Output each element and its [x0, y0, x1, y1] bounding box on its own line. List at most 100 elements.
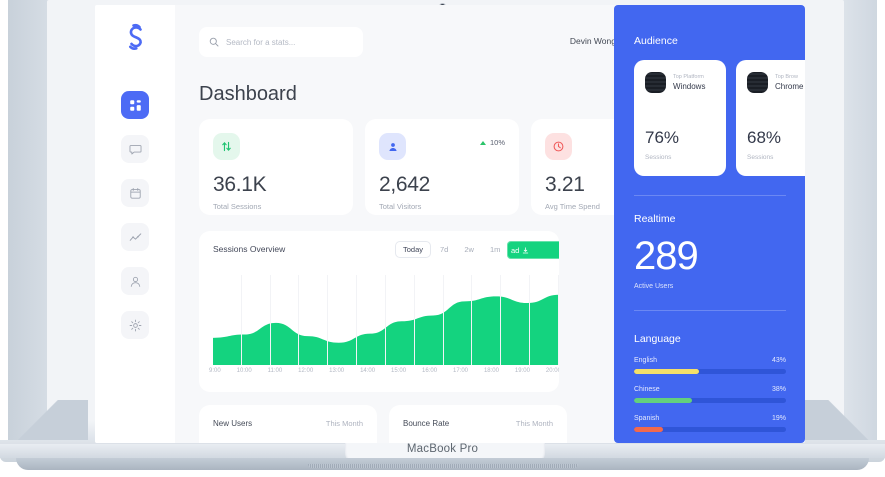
audience-title: Audience [634, 35, 678, 47]
audience-card-platform[interactable]: Top Platform Windows 76% Sessions [634, 60, 726, 176]
language-pct: 19% [771, 415, 786, 422]
x-tick: 14:00 [360, 368, 376, 374]
chat-bubble-icon [129, 144, 141, 154]
laptop-foot [16, 458, 869, 470]
range-tab-today[interactable]: Today [395, 241, 432, 258]
sidebar-nav [95, 91, 175, 355]
clock-icon [545, 133, 572, 160]
search-box[interactable] [199, 27, 363, 57]
audience-card-browser[interactable]: Top Brow Chrome 68% Sessions [736, 60, 805, 176]
audience-card-head: Top Brow Chrome [747, 72, 805, 93]
sidebar-item-settings[interactable] [121, 311, 149, 339]
divider-realtime [634, 310, 786, 311]
stat-value: 2,642 [379, 173, 431, 196]
language-bar [634, 427, 786, 432]
x-tick: 17:00 [452, 368, 468, 374]
search-icon [209, 37, 219, 47]
app-screen: Devin Wong 1 Dashboard 36.1K Total Sessi… [95, 5, 805, 443]
language-title: Language [634, 333, 681, 345]
language-bar [634, 369, 786, 374]
language-pct: 43% [771, 357, 786, 364]
x-tick: 20:00 [545, 368, 559, 374]
audience-sub: Sessions [747, 154, 774, 161]
realtime-value: 289 [634, 234, 699, 278]
user-icon [379, 133, 406, 160]
s-logo-icon [129, 23, 142, 50]
stat-delta-value: 10% [489, 138, 505, 147]
chart-gridlines [213, 275, 559, 365]
sidebar-item-messages[interactable] [121, 135, 149, 163]
user-name: Devin Wong [569, 36, 616, 46]
user-icon [130, 276, 140, 287]
language-row-chinese: Chinese 38% [634, 386, 786, 403]
x-tick: 15:00 [391, 368, 407, 374]
sidebar-item-calendar[interactable] [121, 179, 149, 207]
realtime-title: Realtime [634, 213, 676, 225]
language-list: English 43% Chinese 38% Spanish [634, 357, 786, 443]
divider-audience [634, 195, 786, 196]
calendar-icon [129, 187, 141, 199]
x-tick: 18:00 [483, 368, 499, 374]
stat-delta-visitors: 10% [479, 138, 505, 147]
stat-label: Total Visitors [379, 202, 422, 211]
x-tick: 12:00 [298, 368, 314, 374]
x-tick: 19:00 [514, 368, 530, 374]
stat-card-total-visitors[interactable]: 10% 2,642 Total Visitors [365, 119, 519, 215]
dashboard-grid-icon [129, 99, 141, 111]
audience-value: 68% [747, 128, 782, 147]
trend-up-icon [479, 140, 486, 145]
language-name: Spanish [634, 415, 660, 422]
card-period: This Month [325, 419, 363, 428]
language-row-english: English 43% [634, 357, 786, 374]
audience-card-head: Top Platform Windows [645, 72, 715, 93]
sidebar [95, 5, 175, 443]
area-path [213, 294, 559, 365]
card-title: New Users [213, 419, 253, 428]
language-bar-fill [634, 398, 692, 403]
stat-label: Avg Time Spend [545, 202, 600, 211]
area-series [213, 294, 559, 365]
bottom-cards: New Users This Month Bounce Rate This Mo… [199, 405, 687, 443]
language-bar-fill [634, 369, 700, 374]
card-period: This Month [515, 419, 553, 428]
sidebar-item-analytics[interactable] [121, 223, 149, 251]
app-logo[interactable] [115, 20, 155, 54]
stat-value: 3.21 [545, 173, 585, 196]
audience-sub: Sessions [645, 154, 672, 161]
range-tab-1m[interactable]: 1m [489, 245, 501, 254]
bounce-rate-card[interactable]: Bounce Rate This Month [389, 405, 567, 443]
new-users-card[interactable]: New Users This Month [199, 405, 377, 443]
stat-card-total-sessions[interactable]: 36.1K Total Sessions [199, 119, 353, 215]
language-name: English [634, 357, 657, 364]
chart-header: Sessions Overview [213, 244, 559, 254]
sessions-overview-card: Sessions Overview Today 7d 2w 1m ad [199, 231, 559, 392]
language-row-spanish: Spanish 19% [634, 415, 786, 432]
gear-icon [129, 319, 141, 331]
language-name: Chinese [634, 386, 660, 393]
device-label: MacBook Pro [406, 443, 479, 455]
trending-chart-icon [129, 232, 141, 241]
x-tick: 9:00 [209, 368, 221, 374]
sidebar-item-profile[interactable] [121, 267, 149, 295]
chart-title: Sessions Overview [213, 244, 286, 254]
card-title: Bounce Rate [403, 419, 450, 428]
chart-x-axis: 9:00 10:00 11:00 12:00 13:00 14:00 15:00… [209, 368, 559, 374]
download-icon [523, 246, 529, 253]
x-tick: 16:00 [422, 368, 438, 374]
download-button[interactable]: ad [507, 241, 559, 259]
range-tabs: Today 7d 2w 1m [395, 241, 507, 258]
range-tab-2w[interactable]: 2w [464, 245, 474, 254]
lid-bevel-right [842, 0, 877, 443]
audience-name: Windows [673, 82, 706, 91]
x-tick: 10:00 [236, 368, 252, 374]
sidebar-item-dashboard[interactable] [121, 91, 149, 119]
x-tick: 11:00 [267, 368, 283, 374]
search-input[interactable] [226, 37, 346, 47]
sessions-area-chart [213, 275, 559, 365]
range-tab-7d[interactable]: 7d [440, 245, 449, 254]
language-bar [634, 398, 786, 403]
audience-kicker: Top Brow [775, 74, 798, 80]
audience-cards: Top Platform Windows 76% Sessions Top Br… [634, 60, 805, 176]
lid-bevel-left [8, 0, 50, 443]
audience-value: 76% [645, 128, 680, 147]
